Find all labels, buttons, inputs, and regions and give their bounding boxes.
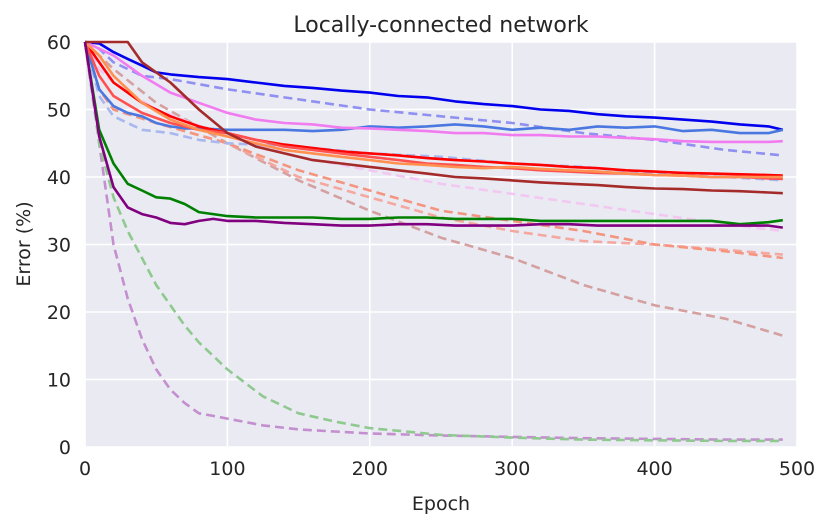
y-tick-label-5: 50 bbox=[47, 100, 71, 122]
series-line-10 bbox=[84, 40, 783, 144]
x-tick-label-5: 500 bbox=[779, 458, 815, 480]
series-lines bbox=[83, 40, 784, 443]
series-line-15 bbox=[83, 41, 783, 226]
y-tick-labels: 0 10 20 30 40 50 60 bbox=[47, 32, 71, 459]
x-tick-label-2: 200 bbox=[352, 458, 388, 480]
y-tick-label-2: 20 bbox=[47, 302, 71, 324]
y-tick-label-1: 10 bbox=[47, 370, 71, 392]
x-axis-label: Epoch bbox=[412, 493, 470, 515]
x-tick-label-3: 300 bbox=[494, 458, 530, 480]
y-tick-label-6: 60 bbox=[47, 32, 71, 54]
y-tick-label-0: 0 bbox=[59, 437, 71, 459]
series-line-1 bbox=[83, 41, 783, 443]
series-line-2 bbox=[84, 41, 784, 337]
series-line-9 bbox=[83, 41, 784, 135]
series-line-4 bbox=[83, 41, 783, 260]
series-line-14 bbox=[85, 40, 783, 195]
series-line-0 bbox=[83, 41, 783, 441]
y-tick-label-4: 40 bbox=[47, 167, 71, 189]
x-tick-label-4: 400 bbox=[636, 458, 672, 480]
x-tick-label-0: 0 bbox=[79, 458, 91, 480]
series-line-13 bbox=[84, 41, 783, 179]
chart-title: Locally-connected network bbox=[293, 13, 588, 38]
y-axis-label: Error (%) bbox=[13, 201, 35, 286]
y-tick-label-3: 30 bbox=[47, 235, 71, 257]
series-line-16 bbox=[83, 41, 783, 229]
series-line-11 bbox=[83, 41, 783, 177]
x-tick-labels: 0 100 200 300 400 500 bbox=[79, 458, 815, 480]
x-tick-label-1: 100 bbox=[209, 458, 245, 480]
